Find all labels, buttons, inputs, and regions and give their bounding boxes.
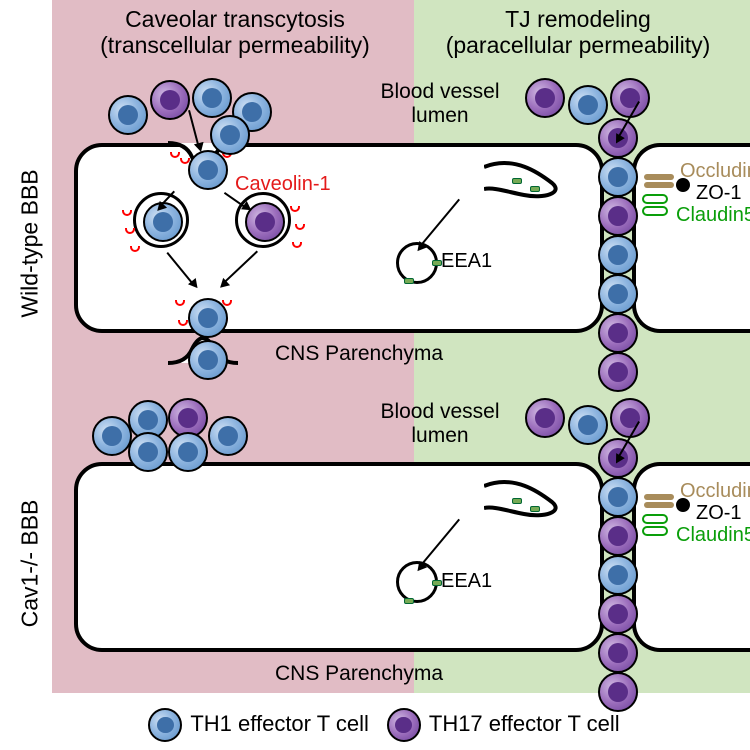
th1-cell-icon — [598, 477, 638, 517]
th1-cell-icon — [568, 85, 608, 125]
th17-cell-icon — [598, 594, 638, 634]
th17-cell-icon — [525, 398, 565, 438]
lumen-label: Blood vessellumen — [380, 80, 499, 127]
legend-th1: TH1 effector T cell — [190, 711, 369, 736]
row-label-bot: Cav1-/- BBB — [17, 500, 43, 628]
th1-cell-icon — [188, 340, 228, 380]
eea1-label: EEA1 — [441, 250, 492, 272]
occludin-label: Occludin — [680, 480, 750, 502]
caveolin-label: Caveolin-1 — [235, 173, 331, 195]
th1-cell-icon — [168, 432, 208, 472]
legend: TH1 effector T cell TH17 effector T cell — [0, 708, 750, 742]
legend-th17: TH17 effector T cell — [429, 711, 620, 736]
th17-cell-icon — [598, 313, 638, 353]
claudin5-label: Claudin5 — [676, 524, 750, 546]
th1-cell-icon — [188, 298, 228, 338]
th17-cell-icon — [598, 516, 638, 556]
right-title: TJ remodeling — [505, 6, 651, 32]
th17-cell-icon — [598, 633, 638, 673]
eea1-label: EEA1 — [441, 570, 492, 592]
th1-cell-icon — [208, 416, 248, 456]
th1-cell-icon — [108, 95, 148, 135]
left-sub: (transcellular permeability) — [100, 32, 370, 58]
left-title: Caveolar transcytosis — [125, 6, 345, 32]
th1-cell-icon — [192, 78, 232, 118]
zo1-label: ZO-1 — [696, 502, 742, 524]
row-label-top: Wild-type BBB — [17, 169, 43, 317]
th17-cell-icon — [610, 78, 650, 118]
th1-cell-icon — [128, 432, 168, 472]
parenchyma-label: CNS Parenchyma — [275, 342, 443, 365]
occludin-label: Occludin — [680, 160, 750, 182]
th17-cell-icon — [598, 196, 638, 236]
th17-cell-icon — [598, 352, 638, 392]
parenchyma-label: CNS Parenchyma — [275, 662, 443, 685]
th1-cell-icon — [598, 157, 638, 197]
zo1-label: ZO-1 — [696, 182, 742, 204]
th1-cell-icon — [188, 150, 228, 190]
th1-cell-icon — [598, 235, 638, 275]
th17-cell-icon — [150, 80, 190, 120]
th1-cell-icon — [568, 405, 608, 445]
claudin5-label: Claudin5 — [676, 204, 750, 226]
lumen-label: Blood vessellumen — [380, 400, 499, 447]
right-sub: (paracellular permeability) — [446, 32, 711, 58]
th1-cell-icon — [92, 416, 132, 456]
th1-cell-icon — [598, 274, 638, 314]
th17-cell-icon — [598, 672, 638, 712]
th1-cell-icon — [598, 555, 638, 595]
th1-cell-icon — [210, 115, 250, 155]
th17-cell-icon — [610, 398, 650, 438]
th17-cell-icon — [525, 78, 565, 118]
